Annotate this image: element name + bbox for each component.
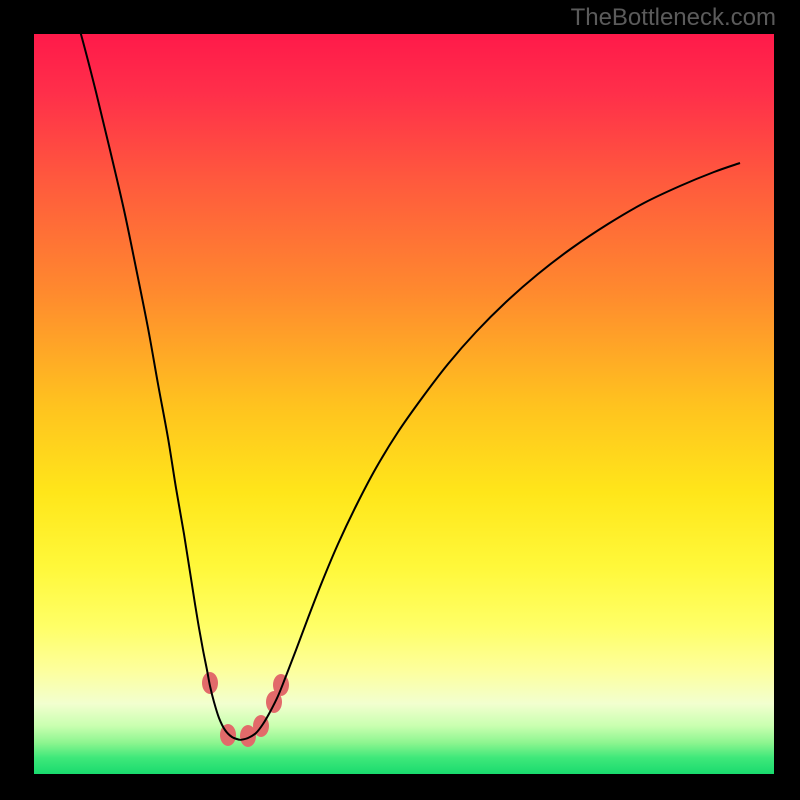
data-marker-5 xyxy=(273,674,289,696)
chart-svg xyxy=(34,34,774,774)
chart-plot-area xyxy=(34,34,774,774)
watermark-text: TheBottleneck.com xyxy=(571,4,776,32)
chart-background xyxy=(34,34,774,774)
